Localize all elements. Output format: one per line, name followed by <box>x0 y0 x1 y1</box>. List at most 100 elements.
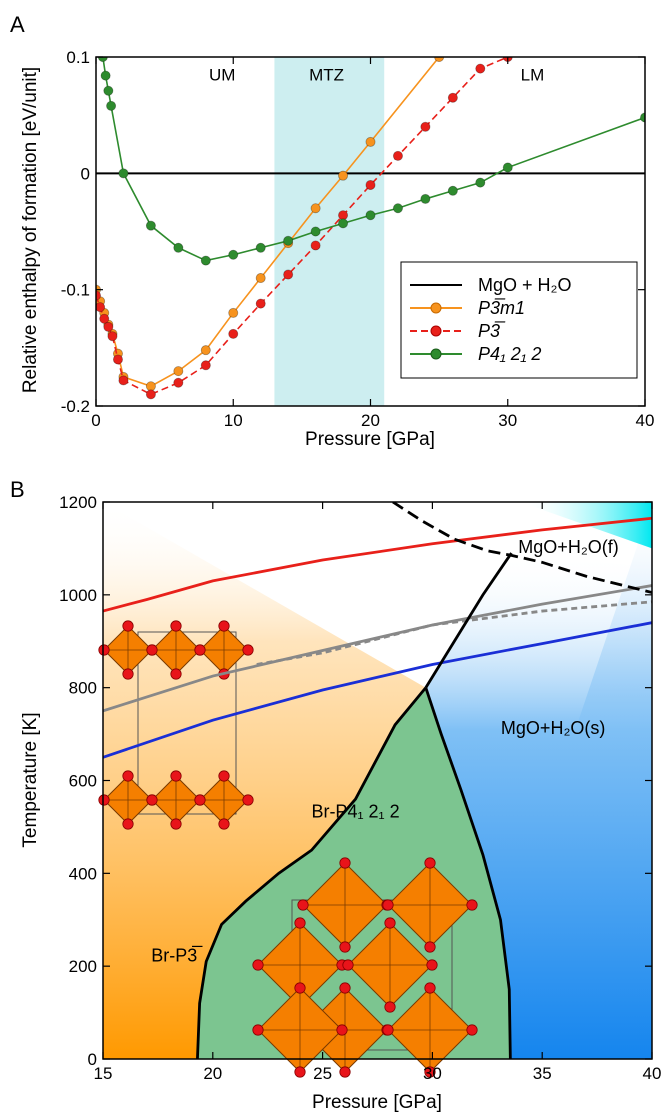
oxygen-atom <box>342 959 354 971</box>
series-1-point <box>173 366 184 377</box>
series-3-point <box>106 100 117 111</box>
series-2-point <box>145 389 156 400</box>
x-tick-label: 30 <box>423 1064 442 1083</box>
x-tick-label: 10 <box>224 411 243 430</box>
oxygen-atom <box>252 959 264 971</box>
series-3-point <box>365 210 376 221</box>
phase-label-br-p3: Br-P3̅ <box>151 946 203 966</box>
series-2-point <box>173 377 184 388</box>
series-3-point <box>228 249 239 260</box>
crystal-structure-p3 <box>98 620 254 830</box>
series-3-point <box>640 112 645 123</box>
oxygen-atom <box>339 857 351 869</box>
legend-entry-p3: P3̅ <box>478 321 506 341</box>
series-3-point <box>118 168 129 179</box>
isotherm-blue <box>103 621 652 759</box>
oxygen-atom <box>294 1066 306 1078</box>
oxygen-atom <box>424 857 436 869</box>
oxygen-atom <box>466 1024 478 1036</box>
oxygen-atom <box>98 794 110 806</box>
isotherm-gray <box>103 584 652 713</box>
oxygen-atom <box>194 794 206 806</box>
series-1-point <box>338 170 349 181</box>
series-2-point <box>365 179 376 190</box>
series-2-point <box>420 121 431 132</box>
oxygen-atom <box>424 982 436 994</box>
boundary-p41_upper <box>424 552 513 689</box>
series-2-point <box>255 298 266 309</box>
x-tick-label: 30 <box>498 411 517 430</box>
oxygen-atom <box>146 644 158 656</box>
series-2-point <box>447 92 458 103</box>
phase-label-mgo-h2o-f: MgO+H₂O(f) <box>518 537 619 557</box>
oxygen-atom <box>170 818 182 830</box>
legend-marker-p3m1 <box>430 302 442 314</box>
series-1-point <box>365 136 376 147</box>
oxygen-atom <box>384 917 396 929</box>
series-2-point <box>96 302 106 313</box>
legend: MgO + H₂O P3̅m1 P3̅ P4₁ 2₁ 2 <box>400 261 638 379</box>
series-1-point <box>200 345 211 356</box>
oxygen-atom <box>170 770 182 782</box>
y-tick-label: 0 <box>81 164 90 183</box>
oxygen-atom <box>170 668 182 680</box>
oxygen-atom <box>218 818 230 830</box>
series-3-point <box>103 85 114 96</box>
series-3-point <box>447 185 458 196</box>
oxygen-atom <box>384 1001 396 1013</box>
oxygen-atom <box>294 982 306 994</box>
oxygen-atom <box>297 899 309 911</box>
boundary-brp3_p41 <box>196 686 427 1059</box>
series-2-point <box>475 63 486 74</box>
panel-b-lines <box>103 502 652 1059</box>
panel-a-ylabel: Relative enthalpy of formation [eV/unit] <box>20 67 41 393</box>
x-tick-label: 15 <box>94 1064 113 1083</box>
series-3-point <box>392 203 403 214</box>
oxygen-atom <box>122 770 134 782</box>
panel-a-series <box>96 57 645 400</box>
series-2-point <box>103 321 114 332</box>
series-3-point <box>145 220 156 231</box>
oxygen-atom <box>424 941 436 953</box>
series-2-point <box>200 360 211 371</box>
x-tick-label: 35 <box>533 1064 552 1083</box>
oxygen-atom <box>170 620 182 632</box>
panel-b-ylabel: Temperature [K] <box>20 712 41 847</box>
series-3-point <box>255 242 266 253</box>
oxygen-atom <box>242 794 254 806</box>
legend-box <box>400 261 638 379</box>
series-1-point <box>255 273 266 284</box>
oxygen-atom <box>339 982 351 994</box>
series-2-point <box>107 331 118 342</box>
oxygen-atom <box>146 794 158 806</box>
region-label-mtz: MTZ <box>309 65 344 84</box>
oxygen-atom <box>252 1024 264 1036</box>
crystal-structure-p41212 <box>252 857 478 1078</box>
x-tick-label: 20 <box>203 1064 222 1083</box>
oxygen-atom <box>382 1024 394 1036</box>
boundary-p41_solid <box>424 687 512 1059</box>
region-label-lm: LM <box>521 65 545 84</box>
series-3-point <box>200 255 211 266</box>
series-3-point <box>420 193 431 204</box>
y-tick-label: 200 <box>69 957 97 976</box>
series-3-point <box>502 162 513 173</box>
oxygen-atom <box>242 644 254 656</box>
series-2-point <box>392 150 403 161</box>
panel-b-label: B <box>10 477 25 502</box>
series-2-point <box>283 269 294 280</box>
y-tick-label: -0.2 <box>61 397 90 416</box>
oxygen-atom <box>122 668 134 680</box>
legend-entry-p41212: P4₁ 2₁ 2 <box>478 344 541 364</box>
oxygen-atom <box>339 1066 351 1078</box>
y-tick-label: -0.1 <box>61 281 90 300</box>
oxygen-atom <box>122 818 134 830</box>
y-tick-label: 0.1 <box>66 48 90 67</box>
y-tick-label: 400 <box>69 864 97 883</box>
isotherm-red <box>103 516 652 613</box>
y-tick-label: 1000 <box>59 586 97 605</box>
series-3-point <box>173 242 184 253</box>
panel-a-label: A <box>10 12 25 37</box>
unit-cell <box>137 631 237 815</box>
